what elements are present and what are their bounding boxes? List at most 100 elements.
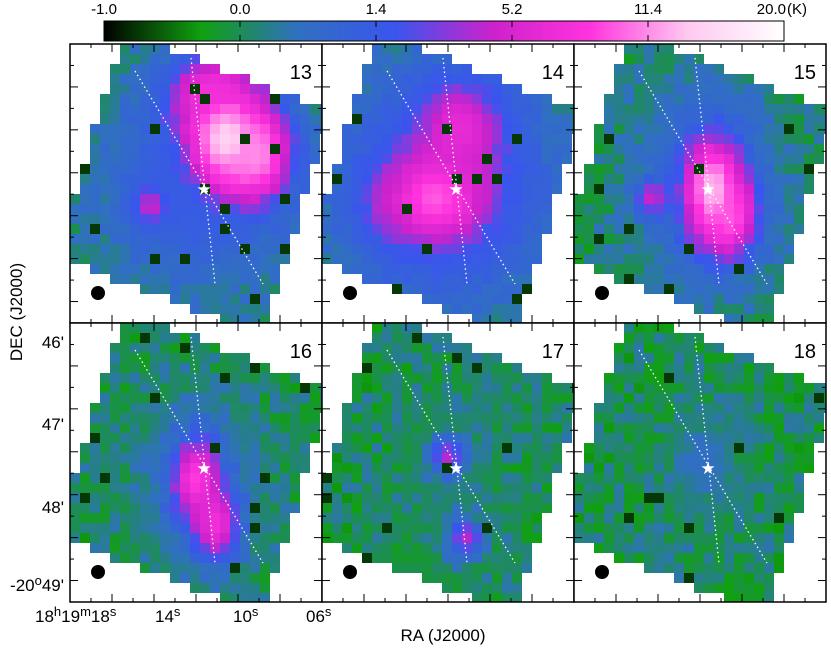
pixel-cell <box>624 274 634 284</box>
pixel-cell <box>310 393 320 403</box>
pixel-cell <box>624 174 634 184</box>
pixel-cell <box>624 64 634 74</box>
pixel-cell <box>532 493 542 503</box>
pixel-cell <box>462 403 472 413</box>
pixel-cell <box>170 174 180 184</box>
pixel-cell <box>382 44 392 54</box>
pixel-cell <box>140 144 150 154</box>
pixel-cell <box>734 314 744 323</box>
pixel-cell <box>532 403 542 413</box>
pixel-cell <box>342 403 352 413</box>
pixel-cell <box>110 114 120 124</box>
pixel-cell <box>250 363 260 373</box>
pixel-cell <box>362 463 372 473</box>
pixel-cell <box>774 144 784 154</box>
pixel-cell <box>200 383 210 393</box>
pixel-cell <box>644 423 654 433</box>
pixel-cell <box>744 473 754 483</box>
pixel-cell <box>250 463 260 473</box>
pixel-cell <box>190 413 200 423</box>
pixel-cell <box>412 194 422 204</box>
pixel-cell <box>542 473 552 483</box>
pixel-cell <box>512 214 522 224</box>
pixel-cell <box>452 553 462 563</box>
pixel-cell <box>674 443 684 453</box>
pixel-cell <box>754 204 764 214</box>
pixel-cell <box>190 204 200 214</box>
pixel-cell <box>502 264 512 274</box>
pixel-cell <box>352 443 362 453</box>
pixel-cell <box>512 583 522 593</box>
pixel-cell <box>130 503 140 513</box>
pixel-cell <box>392 453 402 463</box>
pixel-cell <box>150 184 160 194</box>
pixel-cell <box>502 304 512 314</box>
pixel-cell <box>290 443 300 453</box>
pixel-cell <box>654 343 664 353</box>
pixel-cell <box>532 393 542 403</box>
pixel-cell <box>260 124 270 134</box>
pixel-cell <box>270 493 280 503</box>
pixel-cell <box>120 224 130 234</box>
pixel-cell <box>280 533 290 543</box>
pixel-cell <box>432 353 442 363</box>
pixel-cell <box>804 184 814 194</box>
pixel-cell <box>764 174 774 184</box>
pixel-cell <box>664 433 674 443</box>
pixel-cell <box>532 503 542 513</box>
pixel-cell <box>804 423 814 433</box>
pixel-cell <box>230 264 240 274</box>
channel-panel: ★16 <box>69 322 323 603</box>
pixel-cell <box>482 563 492 573</box>
pixel-cell <box>704 413 714 423</box>
pixel-cell <box>120 254 130 264</box>
pixel-cell <box>210 184 220 194</box>
pixel-cell <box>594 473 604 483</box>
pixel-cell <box>714 254 724 264</box>
pixel-cell <box>402 543 412 553</box>
pixel-cell <box>512 483 522 493</box>
pixel-cell <box>392 563 402 573</box>
pixel-cell <box>170 463 180 473</box>
pixel-cell <box>200 234 210 244</box>
pixel-cell <box>290 124 300 134</box>
pixel-cell <box>744 363 754 373</box>
pixel-cell <box>310 144 320 154</box>
pixel-cell <box>110 134 120 144</box>
pixel-cell <box>512 84 522 94</box>
pixel-cell <box>462 204 472 214</box>
pixel-cell <box>200 513 210 523</box>
pixel-cell <box>140 353 150 363</box>
pixel-cell <box>160 104 170 114</box>
pixel-cell <box>280 164 290 174</box>
pixel-cell <box>694 244 704 254</box>
pixel-cell <box>584 214 594 224</box>
pixel-cell <box>280 204 290 214</box>
pixel-cell <box>422 563 432 573</box>
pixel-cell <box>492 254 502 264</box>
pixel-cell <box>472 234 482 244</box>
pixel-cell <box>342 483 352 493</box>
pixel-cell <box>724 543 734 553</box>
pixel-cell <box>754 443 764 453</box>
pixel-cell <box>774 483 784 493</box>
pixel-cell <box>180 473 190 483</box>
pixel-cell <box>230 104 240 114</box>
pixel-cell <box>512 134 522 144</box>
pixel-cell <box>362 493 372 503</box>
pixel-cell <box>240 573 250 583</box>
pixel-cell <box>110 443 120 453</box>
pixel-cell <box>240 483 250 493</box>
pixel-cell <box>584 194 594 204</box>
pixel-cell <box>402 513 412 523</box>
pixel-cell <box>90 483 100 493</box>
pixel-cell <box>704 304 714 314</box>
pixel-cell <box>462 274 472 284</box>
pixel-cell <box>452 104 462 114</box>
pixel-cell <box>552 393 562 403</box>
pixel-cell <box>130 553 140 563</box>
pixel-cell <box>764 573 774 583</box>
pixel-cell <box>512 154 522 164</box>
pixel-cell <box>130 523 140 533</box>
pixel-cell <box>502 94 512 104</box>
